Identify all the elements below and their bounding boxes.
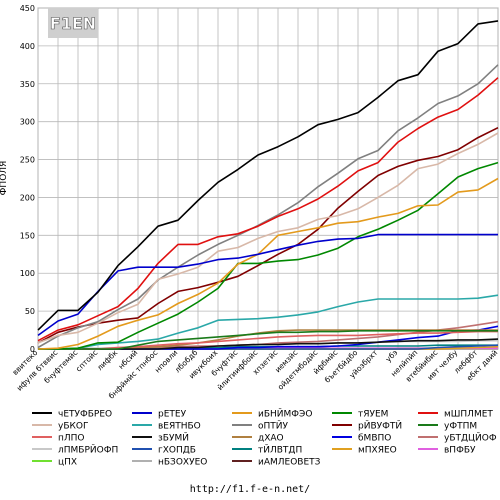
legend-label: мШПЛМЕТ (444, 410, 493, 420)
series-line (37, 177, 499, 350)
legend-label: рЕТЕУ (158, 410, 187, 420)
series-line (38, 161, 499, 350)
legend-label: дХАО (258, 434, 284, 444)
logo-text: F1EN (50, 14, 96, 33)
y-tick-label: 200 (20, 193, 35, 202)
legend-label: чЕТУФБРЕО (58, 410, 112, 420)
x-tick-label: убэ (384, 348, 400, 364)
y-tick-label: 50 (25, 307, 35, 316)
y-tick-label: 250 (20, 156, 35, 165)
legend-label: вПФБУ (444, 446, 476, 456)
y-tick-label: 0 (30, 345, 35, 354)
legend-label: уБТДЦЙОФ (444, 432, 497, 444)
legend-label: вЕЯТНБО (158, 422, 201, 432)
y-tick-label: 450 (20, 4, 35, 13)
footer-url: http://f1.f-e-n.net/ (189, 484, 311, 495)
series-line (37, 126, 499, 344)
legend-label: зБУМЙ (158, 432, 189, 444)
series-line (37, 132, 499, 344)
y-tick-label: 100 (20, 269, 35, 278)
legend-label: оПТЙУ (258, 420, 289, 432)
legend-label: уБКОГ (58, 422, 88, 432)
y-tick-label: 300 (20, 118, 35, 127)
legend-label: мПХЯЕО (358, 446, 397, 456)
series-line (37, 64, 499, 349)
x-tick-label: лифбк (95, 348, 120, 373)
series-line (37, 20, 499, 331)
f1en-logo: F1EN (48, 8, 98, 38)
series-line (38, 294, 499, 350)
legend-label: иБНЙМФЭО (258, 408, 312, 420)
legend-label: иАМЛЕОВЕТЗ (258, 458, 321, 468)
legend-label: бМВПО (358, 434, 391, 444)
y-tick-label: 350 (20, 80, 35, 89)
legend-label: рЙВУФТЙ (358, 420, 402, 432)
legend: чЕТУФБРЕО рЕТЕУ иБНЙМФЭО тЯУЕМ мШПЛМЕТ уБКОГ в… (32, 408, 497, 468)
series-line (38, 330, 498, 350)
y-tick-label: 150 (20, 231, 35, 240)
series-line (38, 329, 498, 350)
legend-label: лПМБРЙОФП (58, 444, 118, 456)
y-tick-labels: 0 50 100 150 200 250 300 350 400 450 (20, 4, 35, 354)
legend-label: тЙЛВТДП (258, 444, 302, 456)
legend-label: нБЗОХУЕО (158, 458, 207, 468)
series-lines (37, 20, 499, 350)
legend-label: пЛПО (58, 434, 85, 444)
legend-label: тЯУЕМ (358, 410, 388, 420)
y-tick-label: 400 (20, 42, 35, 51)
y-axis-label: ФПОЛЯ (0, 161, 9, 196)
x-tick-label: сптойс (74, 348, 99, 373)
series-line (37, 77, 499, 342)
series-line (37, 233, 498, 337)
legend-label: гХОПДБ (158, 446, 196, 456)
legend-label: цПХ (58, 458, 77, 468)
legend-label: уФТПМ (444, 422, 477, 432)
plot-area (37, 7, 499, 350)
